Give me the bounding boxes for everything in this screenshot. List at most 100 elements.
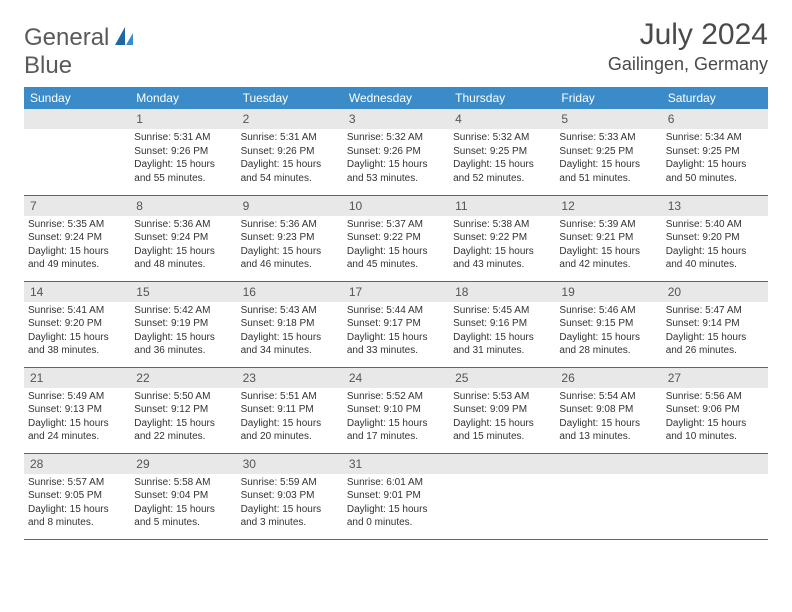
daylight-line: Daylight: 15 hours and 33 minutes. <box>347 331 445 358</box>
day-number: 19 <box>555 282 661 302</box>
sunrise-line: Sunrise: 5:33 AM <box>559 131 657 145</box>
day-details: Sunrise: 5:51 AMSunset: 9:11 PMDaylight:… <box>237 388 343 448</box>
sunrise-line: Sunrise: 5:42 AM <box>134 304 232 318</box>
sunset-line: Sunset: 9:26 PM <box>347 145 445 159</box>
day-details: Sunrise: 5:31 AMSunset: 9:26 PMDaylight:… <box>237 129 343 189</box>
day-details: Sunrise: 5:57 AMSunset: 9:05 PMDaylight:… <box>24 474 130 534</box>
sunset-line: Sunset: 9:12 PM <box>134 403 232 417</box>
daylight-line: Daylight: 15 hours and 15 minutes. <box>453 417 551 444</box>
day-details: Sunrise: 5:58 AMSunset: 9:04 PMDaylight:… <box>130 474 236 534</box>
day-details: Sunrise: 5:49 AMSunset: 9:13 PMDaylight:… <box>24 388 130 448</box>
daylight-line: Daylight: 15 hours and 36 minutes. <box>134 331 232 358</box>
sunrise-line: Sunrise: 5:31 AM <box>134 131 232 145</box>
calendar-day-cell: 4Sunrise: 5:32 AMSunset: 9:25 PMDaylight… <box>449 109 555 195</box>
day-number: 31 <box>343 454 449 474</box>
day-details: Sunrise: 5:39 AMSunset: 9:21 PMDaylight:… <box>555 216 661 276</box>
sunset-line: Sunset: 9:11 PM <box>241 403 339 417</box>
sunrise-line: Sunrise: 5:41 AM <box>28 304 126 318</box>
day-details: Sunrise: 5:53 AMSunset: 9:09 PMDaylight:… <box>449 388 555 448</box>
day-details: Sunrise: 6:01 AMSunset: 9:01 PMDaylight:… <box>343 474 449 534</box>
sunrise-line: Sunrise: 5:38 AM <box>453 218 551 232</box>
daylight-line: Daylight: 15 hours and 34 minutes. <box>241 331 339 358</box>
daylight-line: Daylight: 15 hours and 43 minutes. <box>453 245 551 272</box>
day-details: Sunrise: 5:59 AMSunset: 9:03 PMDaylight:… <box>237 474 343 534</box>
sunrise-line: Sunrise: 5:36 AM <box>241 218 339 232</box>
day-details: Sunrise: 5:40 AMSunset: 9:20 PMDaylight:… <box>662 216 768 276</box>
sunset-line: Sunset: 9:20 PM <box>666 231 764 245</box>
day-details: Sunrise: 5:32 AMSunset: 9:25 PMDaylight:… <box>449 129 555 189</box>
day-number: 11 <box>449 196 555 216</box>
sunrise-line: Sunrise: 5:37 AM <box>347 218 445 232</box>
sunrise-line: Sunrise: 5:57 AM <box>28 476 126 490</box>
daylight-line: Daylight: 15 hours and 52 minutes. <box>453 158 551 185</box>
weekday-header: Thursday <box>449 87 555 109</box>
daylight-line: Daylight: 15 hours and 53 minutes. <box>347 158 445 185</box>
sunrise-line: Sunrise: 5:49 AM <box>28 390 126 404</box>
brand-name-1: General <box>24 24 109 52</box>
sunset-line: Sunset: 9:09 PM <box>453 403 551 417</box>
daylight-line: Daylight: 15 hours and 13 minutes. <box>559 417 657 444</box>
calendar-day-cell: 26Sunrise: 5:54 AMSunset: 9:08 PMDayligh… <box>555 367 661 453</box>
sunrise-line: Sunrise: 5:51 AM <box>241 390 339 404</box>
sunset-line: Sunset: 9:03 PM <box>241 489 339 503</box>
sunrise-line: Sunrise: 5:32 AM <box>347 131 445 145</box>
sunset-line: Sunset: 9:01 PM <box>347 489 445 503</box>
day-number: 26 <box>555 368 661 388</box>
day-number: 20 <box>662 282 768 302</box>
sunset-line: Sunset: 9:08 PM <box>559 403 657 417</box>
day-details: Sunrise: 5:32 AMSunset: 9:26 PMDaylight:… <box>343 129 449 189</box>
daylight-line: Daylight: 15 hours and 40 minutes. <box>666 245 764 272</box>
calendar-day-cell: 1Sunrise: 5:31 AMSunset: 9:26 PMDaylight… <box>130 109 236 195</box>
day-number: 10 <box>343 196 449 216</box>
daylight-line: Daylight: 15 hours and 48 minutes. <box>134 245 232 272</box>
day-number: 7 <box>24 196 130 216</box>
calendar-day-cell: 9Sunrise: 5:36 AMSunset: 9:23 PMDaylight… <box>237 195 343 281</box>
day-number: 22 <box>130 368 236 388</box>
weekday-header: Sunday <box>24 87 130 109</box>
sunset-line: Sunset: 9:15 PM <box>559 317 657 331</box>
calendar-day-cell: 27Sunrise: 5:56 AMSunset: 9:06 PMDayligh… <box>662 367 768 453</box>
day-number: 3 <box>343 109 449 129</box>
sunset-line: Sunset: 9:26 PM <box>134 145 232 159</box>
day-number: 27 <box>662 368 768 388</box>
day-details: Sunrise: 5:36 AMSunset: 9:24 PMDaylight:… <box>130 216 236 276</box>
daylight-line: Daylight: 15 hours and 0 minutes. <box>347 503 445 530</box>
day-details: Sunrise: 5:56 AMSunset: 9:06 PMDaylight:… <box>662 388 768 448</box>
sunset-line: Sunset: 9:19 PM <box>134 317 232 331</box>
title-block: July 2024 Gailingen, Germany <box>608 18 768 75</box>
daylight-line: Daylight: 15 hours and 28 minutes. <box>559 331 657 358</box>
daylight-line: Daylight: 15 hours and 51 minutes. <box>559 158 657 185</box>
sunset-line: Sunset: 9:25 PM <box>559 145 657 159</box>
day-details: Sunrise: 5:50 AMSunset: 9:12 PMDaylight:… <box>130 388 236 448</box>
weekday-header: Friday <box>555 87 661 109</box>
calendar-day-cell: 24Sunrise: 5:52 AMSunset: 9:10 PMDayligh… <box>343 367 449 453</box>
day-details: Sunrise: 5:36 AMSunset: 9:23 PMDaylight:… <box>237 216 343 276</box>
sunset-line: Sunset: 9:18 PM <box>241 317 339 331</box>
day-details: Sunrise: 5:38 AMSunset: 9:22 PMDaylight:… <box>449 216 555 276</box>
daylight-line: Daylight: 15 hours and 22 minutes. <box>134 417 232 444</box>
sunrise-line: Sunrise: 5:32 AM <box>453 131 551 145</box>
day-number: 12 <box>555 196 661 216</box>
sunrise-line: Sunrise: 6:01 AM <box>347 476 445 490</box>
calendar-day-cell: 15Sunrise: 5:42 AMSunset: 9:19 PMDayligh… <box>130 281 236 367</box>
day-number: 14 <box>24 282 130 302</box>
day-number: 28 <box>24 454 130 474</box>
daylight-line: Daylight: 15 hours and 38 minutes. <box>28 331 126 358</box>
day-number: 21 <box>24 368 130 388</box>
day-number: 18 <box>449 282 555 302</box>
calendar-day-cell <box>662 453 768 539</box>
daylight-line: Daylight: 15 hours and 49 minutes. <box>28 245 126 272</box>
sunset-line: Sunset: 9:24 PM <box>28 231 126 245</box>
day-details: Sunrise: 5:34 AMSunset: 9:25 PMDaylight:… <box>662 129 768 189</box>
location: Gailingen, Germany <box>608 54 768 75</box>
sunset-line: Sunset: 9:13 PM <box>28 403 126 417</box>
day-number: 29 <box>130 454 236 474</box>
day-details: Sunrise: 5:43 AMSunset: 9:18 PMDaylight:… <box>237 302 343 362</box>
sunset-line: Sunset: 9:17 PM <box>347 317 445 331</box>
day-number <box>24 109 130 129</box>
calendar-day-cell: 14Sunrise: 5:41 AMSunset: 9:20 PMDayligh… <box>24 281 130 367</box>
daylight-line: Daylight: 15 hours and 46 minutes. <box>241 245 339 272</box>
brand-logo: General <box>24 24 137 52</box>
day-details: Sunrise: 5:46 AMSunset: 9:15 PMDaylight:… <box>555 302 661 362</box>
calendar-day-cell: 20Sunrise: 5:47 AMSunset: 9:14 PMDayligh… <box>662 281 768 367</box>
